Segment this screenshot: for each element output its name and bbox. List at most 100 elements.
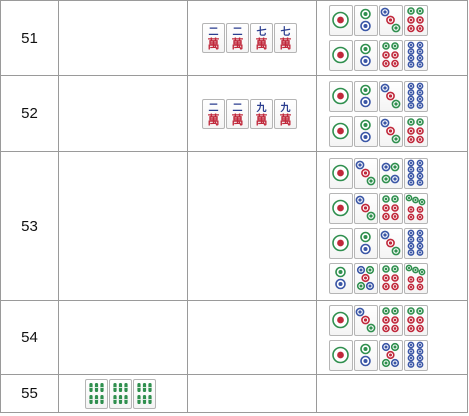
pin-tile-icon (404, 5, 428, 36)
pin-tile-icon (379, 40, 403, 71)
man-tile-icon: 九萬 (250, 98, 273, 129)
col4-cell (316, 75, 468, 152)
row-number: 51 (0, 0, 59, 76)
tile-row (329, 263, 467, 294)
col3-cell (187, 300, 317, 375)
tile-group: 二萬二萬九萬九萬 (188, 98, 316, 129)
svg-text:七: 七 (257, 25, 267, 38)
pin-tile-icon (329, 115, 353, 147)
tile-row (329, 339, 467, 371)
table-row: 54 (0, 300, 468, 375)
pin-tile-icon (404, 193, 428, 224)
svg-text:九: 九 (280, 101, 291, 114)
pin-tile-icon (379, 115, 403, 147)
pin-tile-icon (329, 304, 353, 336)
tile-wait-list (317, 80, 467, 147)
tile-group: 二萬二萬七萬七萬 (188, 23, 316, 53)
tile-row (329, 193, 467, 224)
pin-tile-icon (404, 339, 428, 371)
man-tile-icon: 二萬 (202, 98, 225, 129)
pin-tile-icon (329, 80, 353, 112)
tile-group (59, 378, 187, 409)
man-tile-icon: 二萬 (202, 23, 225, 53)
pin-tile-icon (354, 193, 378, 224)
svg-text:萬: 萬 (279, 36, 291, 51)
row-number: 52 (0, 75, 59, 152)
pin-tile-icon (354, 5, 378, 36)
pin-tile-icon (354, 115, 378, 147)
tile-row (329, 228, 467, 259)
man-tile-icon: 七萬 (250, 23, 273, 53)
pin-tile-icon (354, 40, 378, 71)
svg-text:二: 二 (209, 102, 219, 114)
col4-cell (316, 374, 468, 413)
pin-tile-icon (354, 228, 378, 259)
pin-tile-icon (329, 263, 353, 294)
pin-tile-icon (404, 304, 428, 336)
svg-text:七: 七 (281, 25, 291, 38)
pin-tile-icon (354, 339, 378, 371)
sou-tile-icon (133, 378, 156, 409)
col2-cell (58, 75, 188, 152)
tile-row (329, 80, 467, 112)
col2-cell (58, 374, 188, 413)
tile-row (329, 158, 467, 189)
pin-tile-icon (329, 228, 353, 259)
svg-text:二: 二 (209, 26, 219, 38)
svg-text:二: 二 (233, 26, 243, 38)
table-row: 51 二萬二萬七萬七萬 (0, 0, 468, 76)
man-tile-icon: 九萬 (274, 98, 297, 129)
tile-row (329, 40, 467, 71)
man-tile-icon: 七萬 (274, 23, 297, 53)
col4-cell (316, 151, 468, 301)
svg-text:萬: 萬 (231, 36, 243, 51)
pin-tile-icon (404, 115, 428, 147)
pin-tile-icon (379, 263, 403, 294)
pin-tile-icon (379, 193, 403, 224)
tile-wait-list (317, 304, 467, 371)
pin-tile-icon (329, 5, 353, 36)
col3-cell (187, 151, 317, 301)
sou-tile-icon (85, 378, 108, 409)
pin-tile-icon (404, 80, 428, 112)
pin-tile-icon (379, 304, 403, 336)
col3-cell: 二萬二萬七萬七萬 (187, 0, 317, 76)
svg-text:萬: 萬 (207, 112, 219, 127)
pin-tile-icon (379, 339, 403, 371)
pin-tile-icon (354, 80, 378, 112)
svg-text:萬: 萬 (255, 36, 267, 51)
col4-cell (316, 300, 468, 375)
sou-tile-icon (109, 378, 132, 409)
pin-tile-icon (354, 263, 378, 294)
pin-tile-icon (354, 304, 378, 336)
tile-wait-list (317, 158, 467, 294)
pin-tile-icon (404, 40, 428, 71)
tile-row (329, 5, 467, 36)
col3-cell: 二萬二萬九萬九萬 (187, 75, 317, 152)
svg-text:萬: 萬 (207, 36, 219, 51)
tile-wait-list (317, 5, 467, 71)
pin-tile-icon (404, 158, 428, 189)
svg-text:九: 九 (256, 101, 267, 114)
row-number: 53 (0, 151, 59, 301)
tile-row (329, 115, 467, 147)
pin-tile-icon (404, 263, 428, 294)
pin-tile-icon (379, 5, 403, 36)
tile-row (329, 304, 467, 336)
pin-tile-icon (329, 193, 353, 224)
col2-cell (58, 300, 188, 375)
svg-text:萬: 萬 (255, 112, 267, 127)
svg-text:萬: 萬 (279, 112, 291, 127)
table-row: 53 (0, 151, 468, 301)
col4-cell (316, 0, 468, 76)
svg-text:二: 二 (233, 102, 243, 114)
svg-text:萬: 萬 (231, 112, 243, 127)
row-number: 54 (0, 300, 59, 375)
pin-tile-icon (329, 158, 353, 189)
pin-tile-icon (379, 80, 403, 112)
pin-tile-icon (354, 158, 378, 189)
col3-cell (187, 374, 317, 413)
pin-tile-icon (404, 228, 428, 259)
row-number: 55 (0, 374, 59, 413)
